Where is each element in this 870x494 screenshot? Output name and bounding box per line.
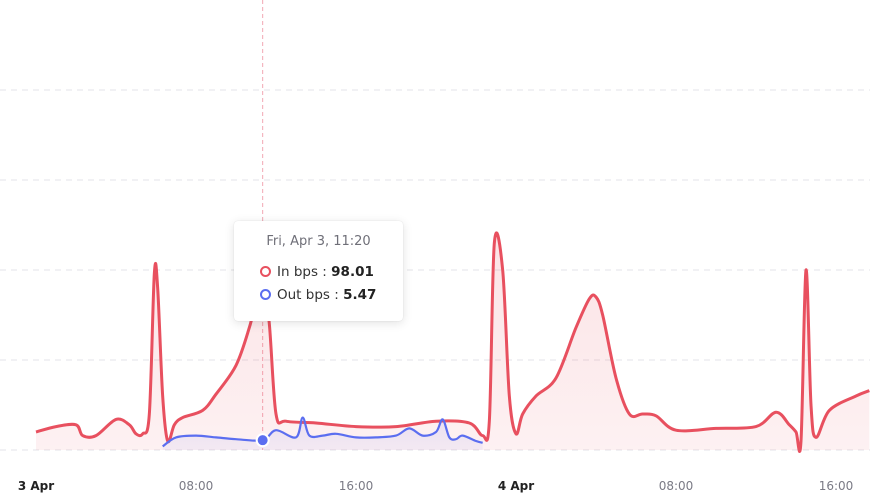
tooltip-row-out: Out bps : 5.47 <box>260 287 376 303</box>
chart-grid <box>0 0 870 451</box>
x-tick-label: 16:00 <box>339 479 374 493</box>
series-in-line <box>35 231 870 453</box>
out-series-value: 5.47 <box>343 287 377 303</box>
series-out-line <box>162 416 483 448</box>
out-series-legend-dot <box>260 289 271 300</box>
in-series-legend-dot <box>260 266 271 277</box>
x-tick-label: 16:00 <box>819 479 854 493</box>
tooltip-row-in: In bps : 98.01 <box>260 264 374 280</box>
in-series-value: 98.01 <box>331 264 374 280</box>
out-series-label: Out bps <box>277 287 330 303</box>
x-tick-label: 4 Apr <box>498 479 534 493</box>
x-tick-label: 08:00 <box>179 479 214 493</box>
in-series-label: In bps <box>277 264 319 280</box>
series-out-hover-point[interactable] <box>255 433 270 448</box>
x-tick-label: 08:00 <box>659 479 694 493</box>
series-in-area <box>36 232 870 452</box>
series-out-area <box>162 417 483 450</box>
tooltip-title: Fri, Apr 3, 11:20 <box>266 234 371 249</box>
in-separator: : <box>318 264 332 280</box>
out-separator: : <box>329 287 344 303</box>
x-tick-label: 3 Apr <box>18 479 54 493</box>
chart-tooltip: Fri, Apr 3, 11:20 In bps : 98.01 Out bps… <box>234 221 403 321</box>
x-axis: 3 Apr 08:00 16:00 4 Apr 08:00 16:00 <box>18 479 853 493</box>
chart-series <box>35 231 870 453</box>
